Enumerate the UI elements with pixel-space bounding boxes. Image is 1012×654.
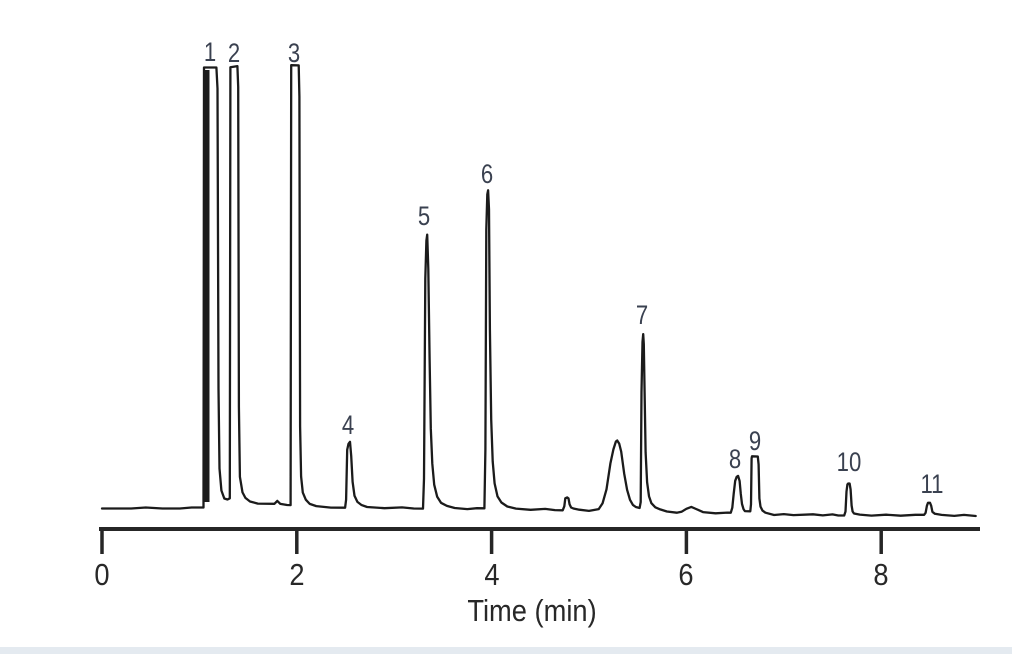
peak-label: 10 [836,447,862,477]
x-axis-title: Time (min) [467,593,597,628]
x-tick-label: 2 [289,557,305,592]
x-tick-label: 6 [678,557,694,592]
x-tick-label: 0 [94,557,110,592]
peak-label: 6 [480,159,494,189]
x-tick-label: 4 [484,557,500,592]
x-tick-label: 8 [873,557,889,592]
peak-label: 8 [728,444,742,474]
peak-label: 11 [920,469,944,499]
peak-label: 1 [203,37,217,67]
peak-label: 7 [635,300,649,330]
x-axis-ticks [100,527,883,554]
peak-label: 4 [341,410,355,440]
peak-label: 2 [227,38,241,68]
peak-label: 5 [417,201,431,231]
chromatogram-trace-path [100,64,977,518]
peak-label: 3 [287,38,301,68]
peak-label: 9 [748,426,762,456]
bottom-edge-band [0,647,1012,654]
